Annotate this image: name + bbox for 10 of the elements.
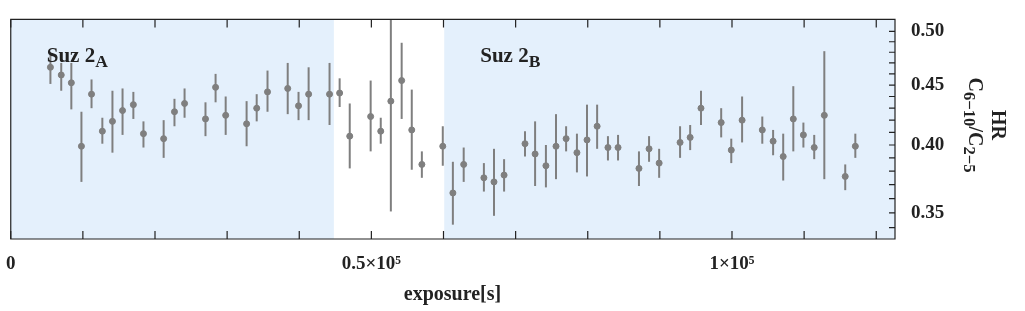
x-tick-label: 1×10⁵	[709, 252, 755, 274]
x-axis-title: exposure[s]	[402, 282, 503, 305]
y-tick-label: 0.50	[911, 19, 945, 41]
band-label: Suz 2$_{B}$	[480, 43, 541, 72]
x-tick-label: 0	[6, 252, 16, 274]
y-tick-label: 0.45	[911, 72, 945, 94]
band-label: Suz 2$_{A}$	[46, 43, 108, 72]
y-tick-label: 0.40	[911, 132, 945, 154]
y-tick-label: 0.35	[911, 200, 945, 222]
x-tick-label: 0.5×10⁵	[341, 252, 402, 274]
